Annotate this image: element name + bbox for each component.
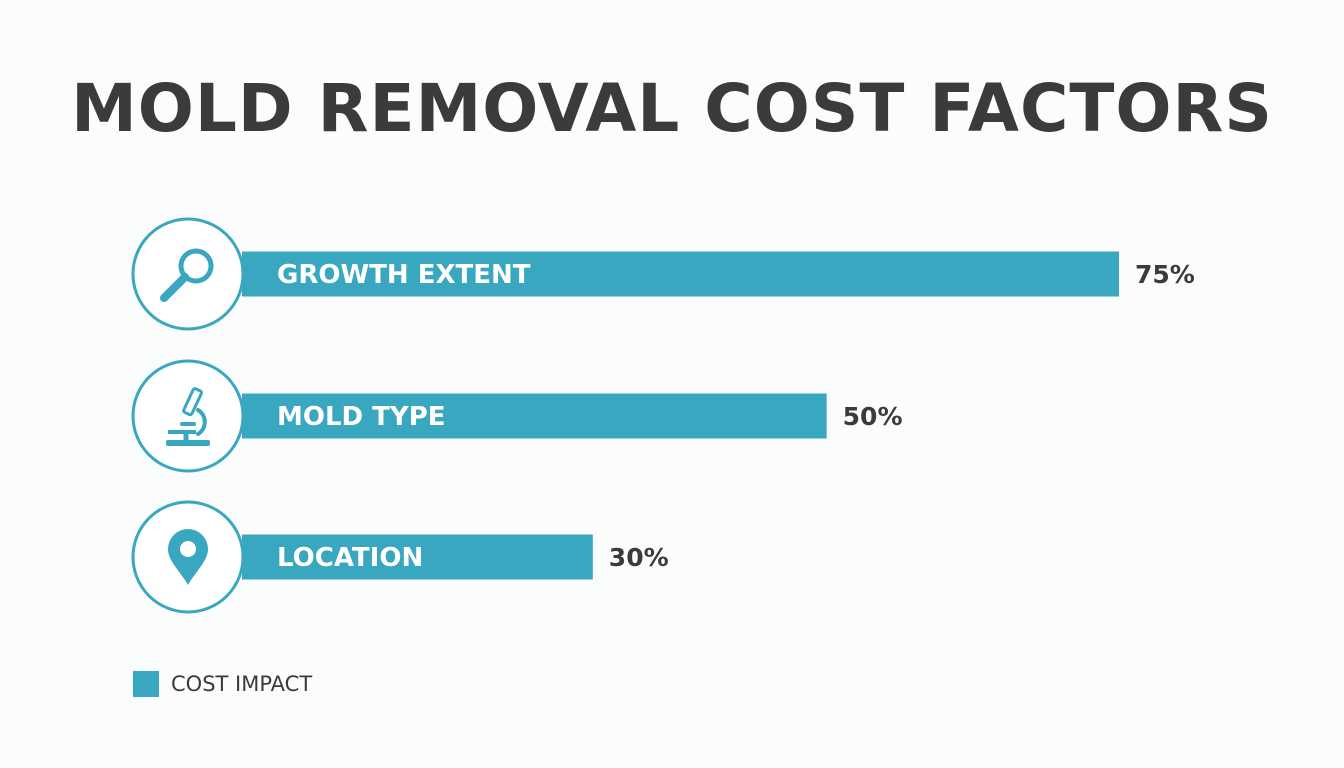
microscope-icon <box>166 387 210 446</box>
value-label: 30% <box>609 543 669 572</box>
legend-swatch <box>133 671 159 697</box>
bar-label: MOLD TYPE <box>277 402 446 432</box>
bar <box>242 251 1119 297</box>
bar-row: LOCATION 30% <box>131 500 669 614</box>
icon-circle <box>131 359 245 473</box>
chart-title: MOLD REMOVAL COST FACTORS <box>71 70 1273 147</box>
legend: COST IMPACT <box>133 670 312 698</box>
bar-chart: GROWTH EXTENT 75% MOLD TYPE 50% LOCATION 30% <box>131 217 1195 614</box>
location-pin-icon <box>168 529 208 585</box>
bar <box>242 534 593 580</box>
value-label: 50% <box>843 402 903 431</box>
bar-label: LOCATION <box>277 543 423 573</box>
bar-row: GROWTH EXTENT 75% <box>131 217 1195 331</box>
magnifying-glass-icon <box>160 248 214 302</box>
icon-circle <box>131 217 245 331</box>
bar-row: MOLD TYPE 50% <box>131 359 903 473</box>
bar <box>242 393 827 439</box>
bar-label: GROWTH EXTENT <box>277 260 531 290</box>
value-label: 75% <box>1135 260 1195 289</box>
legend-label: COST IMPACT <box>171 672 313 696</box>
